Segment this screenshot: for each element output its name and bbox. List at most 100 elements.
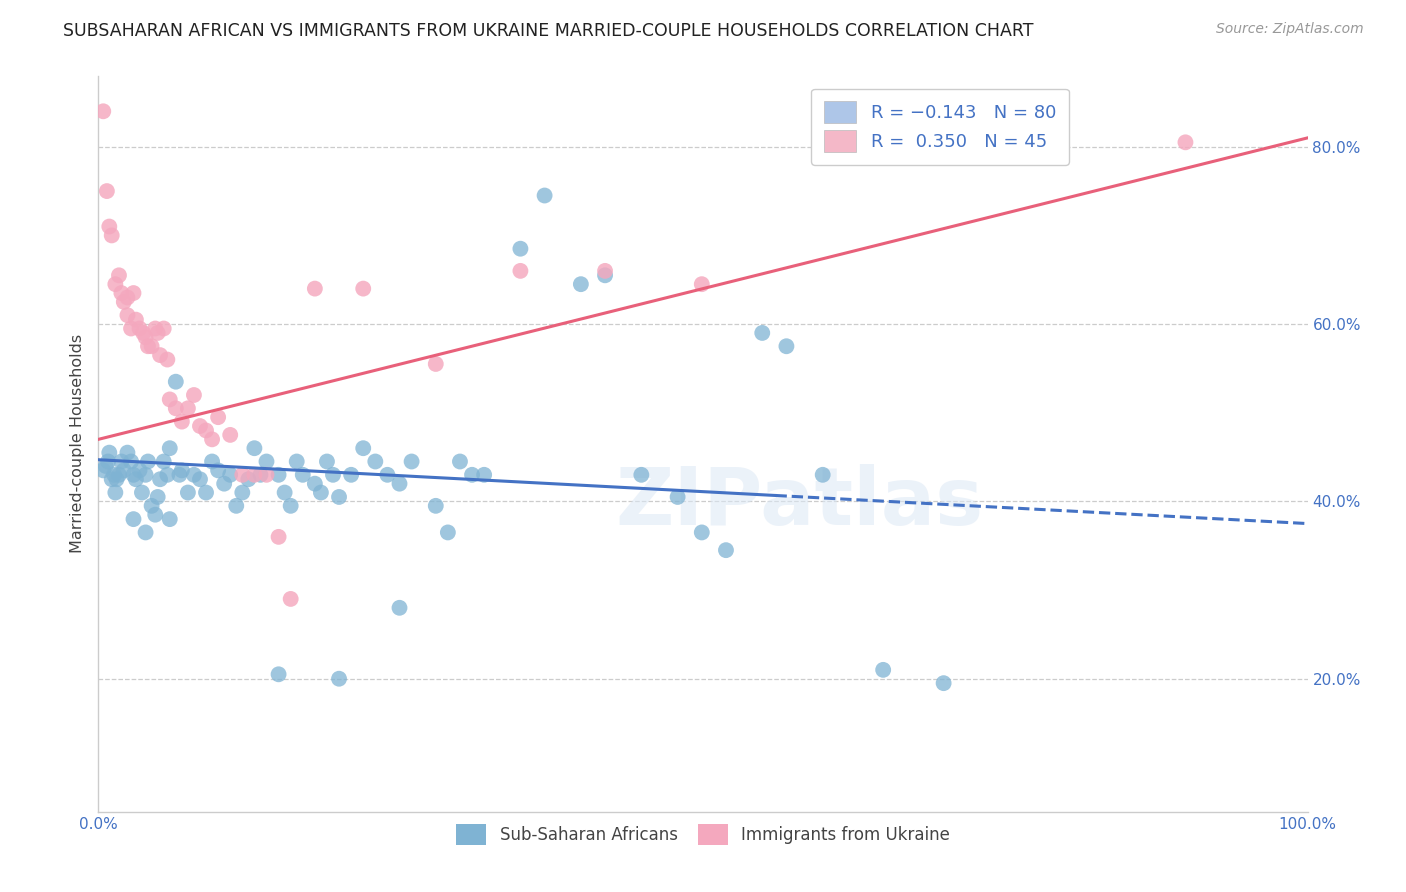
Point (238, 472, 260, 486)
Point (120, 454, 142, 468)
Point (170, 415, 193, 429)
Point (714, 543, 737, 558)
Point (132, 326, 155, 340)
Point (143, 508, 166, 522)
Point (1174, 136, 1197, 150)
Point (690, 277, 713, 292)
Point (131, 485, 153, 500)
Point (533, 188, 555, 202)
Point (316, 454, 339, 468)
Point (273, 485, 295, 500)
Point (169, 467, 191, 482)
Point (100, 228, 122, 243)
Point (751, 326, 773, 340)
Text: Source: ZipAtlas.com: Source: ZipAtlas.com (1216, 22, 1364, 37)
Point (156, 467, 179, 482)
Point (231, 485, 253, 500)
Point (437, 525, 460, 540)
Point (97, 454, 120, 468)
Point (231, 467, 253, 482)
Point (267, 467, 290, 482)
Point (285, 454, 308, 468)
Point (401, 454, 423, 468)
Point (280, 591, 302, 606)
Point (249, 467, 271, 482)
Point (304, 282, 326, 296)
Point (143, 321, 166, 335)
Point (328, 672, 350, 686)
Point (100, 472, 122, 486)
Point (291, 467, 314, 482)
Point (120, 321, 142, 335)
Text: ZIPatlas: ZIPatlas (616, 464, 984, 541)
Point (304, 476, 326, 491)
Point (108, 467, 131, 482)
Point (156, 352, 179, 367)
Point (207, 463, 229, 477)
Point (125, 312, 148, 326)
Point (630, 467, 652, 482)
Point (98, 219, 121, 234)
Point (872, 663, 894, 677)
Point (212, 476, 235, 491)
Point (117, 308, 139, 322)
Point (666, 490, 689, 504)
Point (243, 441, 266, 455)
Point (309, 485, 332, 500)
Point (110, 286, 132, 301)
Text: SUBSAHARAN AFRICAN VS IMMIGRANTS FROM UKRAINE MARRIED-COUPLE HOUSEHOLDS CORRELAT: SUBSAHARAN AFRICAN VS IMMIGRANTS FROM UK… (63, 22, 1033, 40)
Point (112, 294, 135, 309)
Point (183, 388, 205, 402)
Point (509, 242, 531, 256)
Point (112, 463, 135, 477)
Point (328, 490, 350, 504)
Point (207, 410, 229, 425)
Point (449, 454, 471, 468)
Point (183, 467, 205, 482)
Point (932, 676, 955, 690)
Point (122, 512, 145, 526)
Point (135, 467, 157, 482)
Point (243, 467, 266, 482)
Point (472, 467, 495, 482)
Point (117, 445, 139, 459)
Point (91, 463, 114, 477)
Point (509, 264, 531, 278)
Point (165, 401, 187, 416)
Point (195, 424, 218, 438)
Point (388, 476, 411, 491)
Point (267, 667, 290, 681)
Legend: Sub-Saharan Africans, Immigrants from Ukraine: Sub-Saharan Africans, Immigrants from Uk… (450, 818, 956, 851)
Point (108, 268, 131, 283)
Point (188, 419, 211, 434)
Point (177, 485, 200, 500)
Point (117, 290, 139, 304)
Point (593, 264, 616, 278)
Point (146, 490, 169, 504)
Point (425, 499, 447, 513)
Point (104, 485, 127, 500)
Point (188, 472, 211, 486)
Point (219, 428, 242, 442)
Point (125, 472, 148, 486)
Point (103, 467, 125, 482)
Point (775, 339, 797, 353)
Point (352, 441, 374, 455)
Point (219, 467, 242, 482)
Point (461, 467, 484, 482)
Point (425, 357, 447, 371)
Point (593, 268, 616, 283)
Point (149, 348, 172, 362)
Point (141, 339, 163, 353)
Point (170, 463, 193, 477)
Point (256, 454, 278, 468)
Point (340, 467, 363, 482)
Point (811, 467, 834, 482)
Point (96, 184, 118, 198)
Point (122, 467, 145, 482)
Point (136, 339, 159, 353)
Point (149, 472, 172, 486)
Point (135, 330, 157, 344)
Point (690, 525, 713, 540)
Point (159, 512, 181, 526)
